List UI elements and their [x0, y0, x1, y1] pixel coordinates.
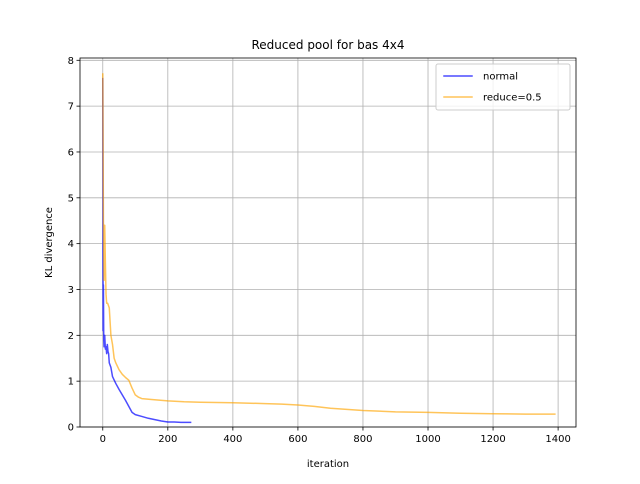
- y-tick-label: 4: [68, 239, 74, 250]
- x-axis-ticks: 0 200 400 600 800 1000 1200 1400: [100, 427, 571, 445]
- x-tick-label: 200: [158, 434, 177, 445]
- series-line-reduce: [102, 73, 556, 415]
- legend-label-normal: normal: [483, 72, 518, 83]
- plot-frame: [79, 57, 577, 428]
- x-tick-label: 600: [288, 434, 307, 445]
- x-tick-label: 1200: [480, 434, 505, 445]
- y-tick-label: 5: [68, 193, 74, 204]
- y-tick-label: 0: [68, 423, 74, 434]
- y-tick-label: 6: [68, 147, 74, 158]
- legend: normal reduce=0.5: [435, 63, 571, 111]
- y-axis-ticks: 0 1 2 3 4 5 6 7 8: [68, 56, 80, 434]
- chart-title: Reduced pool for bas 4x4: [252, 38, 405, 52]
- x-tick-label: 400: [223, 434, 242, 445]
- y-axis-title: KL divergence: [44, 207, 55, 278]
- y-tick-label: 8: [68, 56, 74, 67]
- x-axis-title: iteration: [307, 459, 349, 470]
- x-tick-label: 1000: [415, 434, 440, 445]
- y-tick-label: 7: [68, 102, 74, 113]
- y-tick-label: 3: [68, 285, 74, 296]
- legend-label-reduce: reduce=0.5: [483, 93, 542, 104]
- x-tick-label: 800: [353, 434, 372, 445]
- x-tick-label: 0: [100, 434, 106, 445]
- y-tick-label: 1: [68, 377, 74, 388]
- x-tick-label: 1400: [545, 434, 570, 445]
- y-tick-label: 2: [68, 331, 74, 342]
- series-line-normal: [102, 77, 192, 424]
- series-lines: [102, 73, 556, 424]
